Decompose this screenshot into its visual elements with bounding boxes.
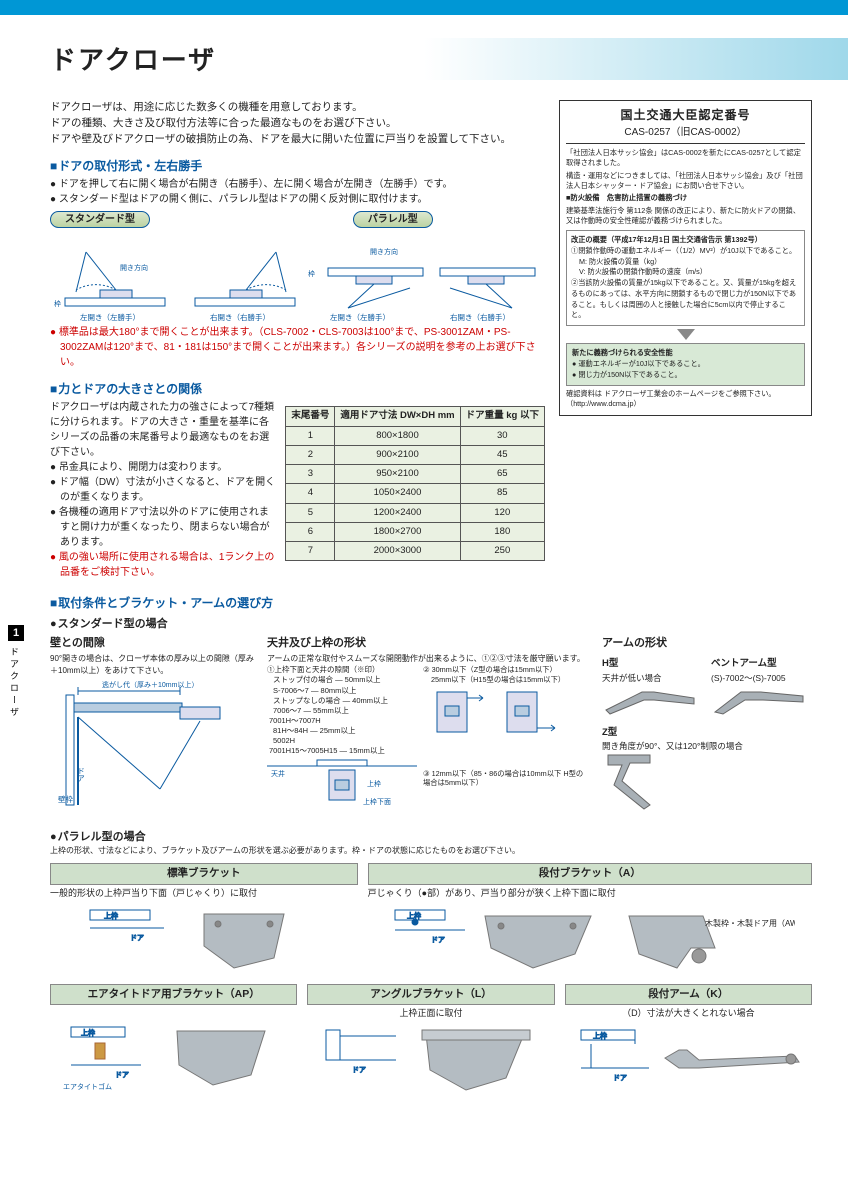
- arm-bent-img: [711, 684, 809, 718]
- arm-sub: (S)-7002～(S)-7005: [711, 672, 812, 685]
- bullet-red: 風の強い場所に使用される場合は、1ランク上の品番をご検討下さい。: [50, 550, 275, 580]
- bracket-name: 段付アーム（K）: [565, 984, 812, 1006]
- intro: ドアクローザは、用途に応じた数多くの機種を用意しております。 ドアの種類、大きさ…: [50, 100, 545, 147]
- svg-text:上枠: 上枠: [104, 911, 118, 920]
- svg-text:天井: 天井: [271, 769, 285, 778]
- bullet: ドア幅（DW）寸法が小さくなると、ドアを開くのが重くなります。: [50, 475, 275, 505]
- cert-p: 建築基準法施行令 第112条 関係の改正により、新たに防火ドアの閉鎖、又は作動時…: [566, 206, 805, 226]
- bracket-img: 上枠ドア: [50, 903, 358, 978]
- intro-line: ドアや壁及びドアクローザの破損防止の為、ドアを最大に開いた位置に戸当りを設置して…: [50, 132, 545, 148]
- svg-text:木製枠・木製ドア用（AW）: 木製枠・木製ドア用（AW）: [705, 918, 795, 928]
- bullet: スタンダード型はドアの開く側に、パラレル型はドアの開く反対側に取付けます。: [50, 192, 545, 207]
- arm-type: Z型: [602, 726, 812, 740]
- size-table: 末尾番号適用ドア寸法 DW×DH mmドア重量 kg 以下 1800×18003…: [285, 406, 545, 561]
- bracket-img: 上枠ドア 木製枠・木製ドア用（AW）: [368, 903, 812, 978]
- bracket-desc: [50, 1005, 297, 1019]
- arm-type: H型: [602, 657, 703, 671]
- cert-p: 「社団法人日本サッシ協会」はCAS-0002を新たにCAS-0257として認定取…: [566, 148, 805, 168]
- intro-line: ドアクローザは、用途に応じた数多くの機種を用意しております。: [50, 100, 545, 116]
- bracket-name: エアタイトドア用ブラケット（AP）: [50, 984, 297, 1006]
- arrow-down-icon: [677, 329, 695, 340]
- bullet: 吊金具により、開閉力は変わります。: [50, 460, 275, 475]
- bracket-img: 上枠ドア: [565, 1023, 812, 1098]
- section-mounting: 取付条件とブラケット・アームの選び方: [50, 594, 812, 612]
- red-note: 標準品は最大180°まで開くことが出来ます。（CLS-7002・CLS-7003…: [50, 325, 545, 370]
- col-title: 天井及び上枠の形状: [267, 635, 590, 652]
- section-force: 力とドアの大きさとの関係: [50, 380, 545, 398]
- ceiling-diagram-left: 天井 上枠 上枠下面: [267, 756, 417, 806]
- svg-text:壁枠: 壁枠: [58, 794, 73, 804]
- bracket-img: 上枠ドア エアタイトゴム: [50, 1019, 297, 1094]
- section-door-mount: ドアの取付形式・左右勝手: [50, 157, 545, 175]
- std-type-hdr: スタンダード型の場合: [50, 616, 812, 633]
- svg-text:ドア: ドア: [352, 1066, 366, 1074]
- cert-p: 構造・運用などにつきましては、「社団法人日本サッシ協会」及び「社団法人日本シャッ…: [566, 171, 805, 191]
- para-type-hdr: パラレル型の場合: [50, 829, 812, 846]
- intro-line: ドアの種類、大きさ及び取付方法等に合った最適なものをお選び下さい。: [50, 116, 545, 132]
- bracket-desc: 戸じゃくり（●部）があり、戸当り部分が狭く上枠下面に取付: [368, 885, 812, 903]
- svg-text:逃がし代（厚み＋10mm以上）: 逃がし代（厚み＋10mm以上）: [102, 680, 198, 689]
- cert-sub-hdr: ■防火設備 危害防止措置の義務づけ: [566, 193, 805, 203]
- col-body: アームの正常な取付やスムーズな開閉動作が出来るように、①②③寸法を厳守願います。: [267, 653, 590, 665]
- svg-text:枠: 枠: [54, 299, 61, 308]
- arm-h-img: [602, 684, 700, 718]
- bracket-name: 標準ブラケット: [50, 863, 358, 885]
- para-body: 上枠の形状、寸法などにより、ブラケット及びアームの形状を選ぶ必要があります。枠・…: [50, 845, 812, 857]
- svg-text:開き方向: 開き方向: [370, 247, 398, 256]
- bracket-name: 段付ブラケット（A）: [368, 863, 812, 885]
- bracket-desc: 上枠正面に取付: [307, 1005, 554, 1023]
- svg-text:右開き（右勝手）: 右開き（右勝手）: [450, 312, 510, 322]
- bracket-desc: （D）寸法が大きくとれない場合: [565, 1005, 812, 1023]
- svg-text:上枠: 上枠: [407, 911, 421, 920]
- arm-sub: 天井が低い場合: [602, 672, 703, 685]
- certification-box: 国土交通大臣認定番号 CAS-0257（旧CAS-0002） 「社団法人日本サッ…: [559, 100, 812, 416]
- svg-text:上枠: 上枠: [367, 779, 381, 788]
- svg-text:ドア: ドア: [77, 767, 86, 782]
- cert-num: CAS-0257（旧CAS-0002）: [566, 125, 805, 140]
- cert-new-req: 新たに義務づけられる安全性能 ● 運動エネルギーが10J以下であること。 ● 閉…: [566, 343, 805, 385]
- svg-text:上枠下面: 上枠下面: [363, 797, 391, 806]
- bullet: 各機種の適用ドア寸法以外のドアに使用されますと開け力が重くなったり、閉まらない場…: [50, 505, 275, 550]
- cert-title: 国土交通大臣認定番号: [566, 106, 805, 124]
- svg-text:エアタイトゴム: エアタイトゴム: [63, 1082, 112, 1091]
- svg-text:左開き（左勝手）: 左開き（左勝手）: [330, 312, 390, 322]
- wall-gap-diagram: 逃がし代（厚み＋10mm以上） ドア 壁枠: [50, 677, 250, 812]
- side-tab-label: ドアクローザ: [8, 647, 21, 719]
- pill-parallel: パラレル型: [353, 211, 433, 228]
- svg-text:枠: 枠: [308, 269, 315, 278]
- bracket-img: ドア: [307, 1023, 554, 1098]
- arm-sub: 開き角度が90°、又は120°制限の場合: [602, 740, 812, 753]
- pill-standard: スタンダード型: [50, 211, 150, 228]
- svg-text:ドア: ドア: [115, 1071, 129, 1079]
- col-title: アームの形状: [602, 635, 812, 652]
- bracket-desc: 一般的形状の上枠戸当り下面（戸じゃくり）に取付: [50, 885, 358, 903]
- cert-foot: 確認資料は ドアクローザ工業会のホームページをご参照下さい。（http://ww…: [566, 389, 805, 411]
- svg-text:上枠: 上枠: [81, 1028, 95, 1037]
- side-tab-num: 1: [8, 625, 24, 641]
- svg-text:右開き（右勝手）: 右開き（右勝手）: [210, 312, 270, 322]
- side-tab: 1 ドアクローザ: [8, 625, 24, 719]
- bracket-name: アングルブラケット（L）: [307, 984, 554, 1006]
- col-title: 壁との間隙: [50, 635, 255, 652]
- svg-text:ドア: ドア: [431, 936, 445, 944]
- svg-text:左開き（左勝手）: 左開き（左勝手）: [80, 312, 140, 322]
- svg-text:ドア: ドア: [613, 1074, 627, 1082]
- svg-text:ドア: ドア: [130, 934, 144, 942]
- force-intro: ドアクローザは内蔵された力の強さによって7種類に分けられます。ドアの大きさ・重量…: [50, 400, 275, 460]
- col-body: 90°開きの場合は、クローザ本体の厚み以上の間隙（厚み＋10mm以上）をあけて下…: [50, 653, 255, 677]
- type-diagram: 開き方向 枠 左開き（左勝手） 右開き（右勝手）: [50, 230, 545, 325]
- svg-text:上枠: 上枠: [593, 1031, 607, 1040]
- ceiling-diagram-right: [423, 684, 583, 766]
- cert-revision: 改正の概要（平成17年12月1日 国土交通省告示 第1392号） ①閉鎖作動時の…: [566, 230, 805, 326]
- svg-text:開き方向: 開き方向: [120, 263, 148, 272]
- bullet: ドアを押して右に開く場合が右開き（右勝手）、左に開く場合が左開き（左勝手）です。: [50, 177, 545, 192]
- arm-z-img: [602, 753, 692, 811]
- arm-type: ベントアーム型: [711, 657, 812, 671]
